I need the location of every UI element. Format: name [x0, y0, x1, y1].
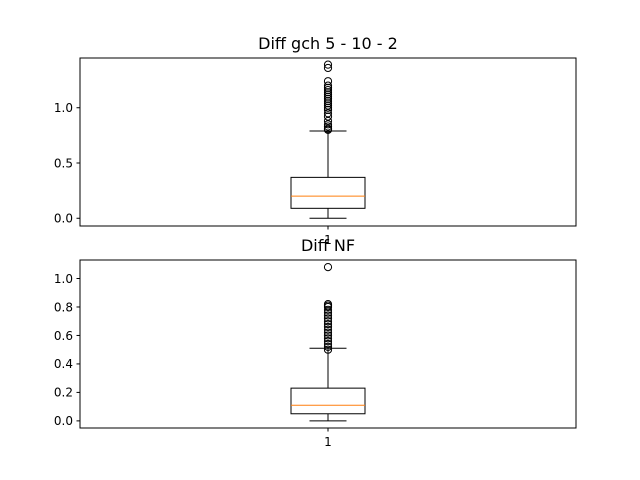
outlier-point [323, 263, 333, 272]
outlier-point [323, 325, 333, 334]
outlier-point [323, 342, 333, 351]
outlier-point [323, 314, 333, 323]
y-tick-label: 0.8 [54, 300, 73, 314]
outlier-point [323, 328, 333, 337]
outlier-point [323, 60, 333, 69]
y-tick-label: 0.2 [54, 386, 73, 400]
y-tick-label: 0.0 [54, 414, 73, 428]
outlier-point [323, 85, 333, 95]
outlier-point [323, 97, 333, 106]
outlier-point [323, 300, 333, 309]
outlier-point [323, 112, 333, 121]
y-tick-label: 0.5 [54, 156, 73, 170]
outlier-point [323, 81, 333, 90]
y-tick-label: 0.4 [54, 357, 73, 371]
outlier-point [323, 322, 333, 332]
subplot-top-plot-area: 0.0 0.5 1.0 1 [54, 57, 577, 247]
subplot-top: Diff gch 5 - 10 - 2 0.0 0.5 1.0 1 [54, 34, 577, 247]
outlier-point [323, 120, 333, 129]
y-tick-label: 0.6 [54, 329, 73, 343]
x-tick-label: 1 [324, 233, 332, 247]
outlier-point [323, 105, 333, 115]
outlier-point [323, 122, 333, 131]
subplot-bottom-title: Diff NF [301, 236, 355, 255]
outlier-point [323, 319, 333, 329]
subplot-top-title: Diff gch 5 - 10 - 2 [258, 34, 398, 53]
outlier-point [323, 109, 333, 118]
outlier-point [323, 331, 333, 340]
iqr-box [290, 387, 366, 415]
outlier-point [323, 103, 333, 112]
outlier-point [323, 92, 333, 101]
outlier-point [323, 101, 333, 110]
outlier-point [323, 116, 333, 126]
outlier-point [323, 337, 333, 346]
outlier-point [323, 339, 333, 349]
outlier-point [323, 124, 333, 133]
outlier-point [323, 305, 333, 314]
outlier-point [323, 334, 333, 343]
outlier-point [323, 83, 333, 92]
outlier-point [323, 317, 333, 326]
y-tick-label: 0.0 [54, 212, 73, 226]
y-tick-label: 1.0 [54, 272, 73, 286]
outlier-point [323, 90, 333, 99]
outlier-point [323, 88, 333, 97]
outlier-point [323, 99, 333, 108]
subplot-bottom: Diff NF 0.0 0.2 0.4 0.6 0.8 1.0 1 [54, 236, 577, 449]
outlier-point [323, 94, 333, 103]
outlier-point [323, 63, 333, 73]
iqr-box [290, 176, 366, 209]
x-tick-label: 1 [324, 435, 332, 449]
outlier-point [323, 311, 333, 320]
outlier-point [323, 77, 333, 86]
outlier-point [323, 345, 333, 354]
y-tick-label: 1.0 [54, 101, 73, 115]
subplot-bottom-plot-area: 0.0 0.2 0.4 0.6 0.8 1.0 1 [54, 259, 577, 449]
